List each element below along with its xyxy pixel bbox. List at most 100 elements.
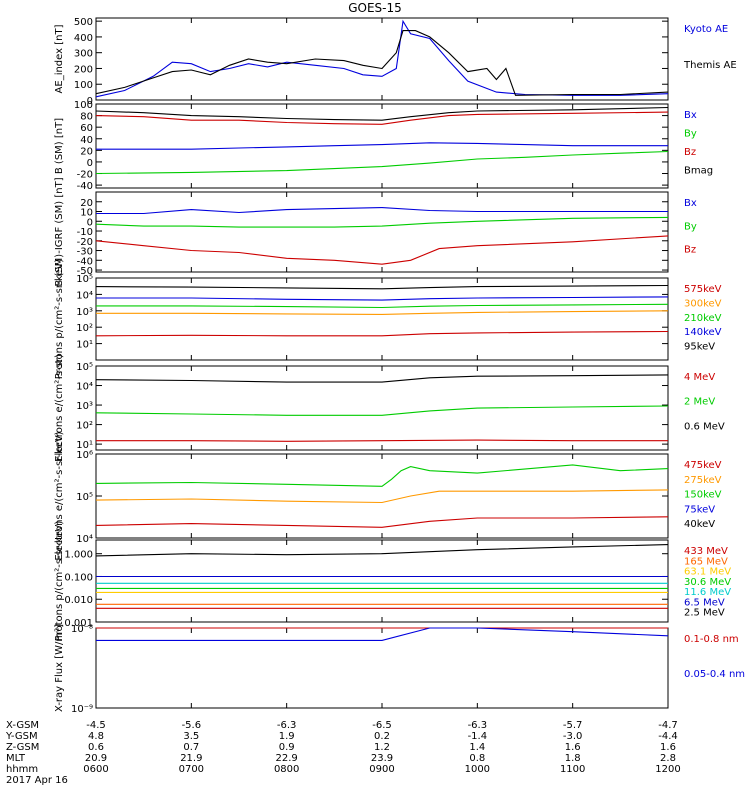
panel-5-series-0-line [95,516,669,528]
panel-4-ytick-label-1: 10² [76,421,93,432]
panel-4-legend-1: 2 MeV [684,397,715,408]
panel-0-ytick-label-2: 200 [74,64,93,75]
panel-3-legend-4: 95keV [684,342,715,353]
xaxis-cell-6-4: 1200 [655,764,680,775]
xaxis-cell-6-2: 1.6 [660,742,676,753]
xaxis-cell-1-0: -5.6 [182,720,202,731]
panel-5-ytick-label-0: 10⁴ [76,534,93,545]
panel-6-frame [95,539,669,623]
panel-7-legend-1: 0.05-0.4 nm [684,669,745,680]
xaxis-cell-4-3: 0.8 [469,753,485,764]
xaxis-cell-3-0: -6.5 [372,720,392,731]
xaxis-cell-2-3: 22.9 [276,753,298,764]
panel-3-ytick-label-2: 10³ [76,307,93,318]
panel-3-ytick-label-1: 10² [76,323,93,334]
xaxis-cell-3-4: 0900 [369,764,394,775]
panel-1-ytick-label-7: 100 [74,100,93,111]
panel-3-legend-1: 300keV [684,298,722,309]
panel-5-series-1-line [95,489,669,504]
xaxis-cell-0-3: 20.9 [85,753,107,764]
panel-0-series-0-line [95,19,669,98]
panel-1-ylabel: B (SM) [nT] [54,118,65,174]
panel-2-legend-2: Bz [684,245,696,256]
panel-2-ytick-label-5: 0 [87,217,93,228]
panel-5-ytick-label-2: 10⁶ [76,450,93,461]
panel-7-ytick-label-1: 10⁻⁸ [71,624,93,635]
panel-1-legend-0: Bx [684,110,697,121]
panel-1-ytick-label-0: -40 [77,181,93,192]
xaxis-cell-3-2: 1.2 [374,742,390,753]
panel-2-ytick-label-4: -10 [77,227,93,238]
panel-6-legend-0: 433 MeV [684,546,728,557]
panel-4-legend-0: 4 MeV [684,372,715,383]
panel-4-ytick-label-0: 10¹ [76,440,93,451]
panel-4-series-1-line [95,405,669,416]
panel-6-legend-6: 2.5 MeV [684,608,725,619]
panel-7-legend-0: 0.1-0.8 nm [684,634,739,645]
xaxis-cell-0-4: 0600 [83,764,108,775]
panel-3-series-0-line [95,330,669,337]
panel-6-legend-3: 30.6 MeV [684,577,731,588]
xaxis-cell-6-0: -4.7 [658,720,678,731]
date-label: 2017 Apr 16 [6,775,68,786]
panel-3-ytick-label-3: 10⁴ [76,290,93,301]
panel-5-legend-2: 150keV [684,490,722,501]
xaxis-cell-1-2: 0.7 [183,742,199,753]
xaxis-cell-5-3: 1.8 [565,753,581,764]
panel-6-ytick-label-2: 0.100 [64,572,93,583]
panel-1-series-0-line [96,142,668,150]
xaxis-cell-5-0: -5.7 [563,720,583,731]
xaxis-cell-1-1: 3.5 [183,731,199,742]
panel-2-ylabel: B (SM)-IGRF (SM) [nT] [54,177,65,286]
panel-3-series-4-line [95,284,669,290]
panel-1-legend-3: Bmag [684,166,713,177]
xaxis-cell-4-4: 1000 [465,764,490,775]
panel-5-series-2-line [95,464,669,487]
panel-3-series-2-line [96,303,669,309]
panel-0-ytick-label-4: 400 [74,33,93,44]
panel-1-ytick-label-1: -20 [77,170,93,181]
xaxis-cell-2-2: 0.9 [279,742,295,753]
panel-6-legend-2: 63.1 MeV [684,567,731,578]
panel-4-series-0-line [96,439,668,442]
xaxis-row-label-0: X-GSM [6,720,39,731]
xaxis-cell-6-3: 2.8 [660,753,676,764]
panel-3-legend-2: 210keV [684,313,722,324]
xaxis-row-label-3: MLT [6,753,26,764]
xaxis-cell-0-0: -4.5 [86,720,106,731]
xaxis-cell-5-2: 1.6 [565,742,581,753]
panel-2-legend-0: Bx [684,198,697,209]
xaxis-cell-0-2: 0.6 [88,742,104,753]
panel-3-ytick-label-0: 10¹ [76,340,93,351]
panel-5-ytick-label-1: 10⁵ [76,492,93,503]
panel-2-ytick-label-2: -30 [77,247,93,258]
panel-5-legend-1: 275keV [684,475,722,486]
panel-0-frame [95,17,669,101]
panel-2-ytick-label-1: -40 [77,256,93,267]
panel-3-ylabel: Protons p/(cm²-s-sr-keV) [54,259,65,380]
panel-6-legend-1: 165 MeV [684,556,728,567]
panel-5-ylabel: Electrons e/(cm²-s-sr-keV) [54,431,65,560]
panel-0-series-1-line [95,30,669,96]
panel-6-legend-4: 11.6 MeV [684,587,731,598]
panel-1-legend-2: Bz [684,147,696,158]
panel-0-ylabel: AE_index [nT] [54,24,65,93]
xaxis-cell-1-4: 0700 [179,764,204,775]
panel-2-series-2-line [95,235,669,265]
panel-0-legend-1: Themis AE [683,60,737,71]
panel-2-ytick-label-6: 10 [80,208,93,219]
panel-2-ytick-label-0: -50 [77,266,93,277]
panel-3-ytick-label-4: 10⁵ [76,274,93,285]
panel-6-ytick-label-1: 0.010 [64,595,93,606]
panel-1-ytick-label-3: 20 [80,146,93,157]
panel-6-ylabel: Protons p/(cm²-s-sr-keV) [54,521,65,642]
xaxis-cell-2-4: 0800 [274,764,299,775]
panel-4-legend-2: 0.6 MeV [684,421,725,432]
panel-2-frame [95,191,669,273]
panel-2-legend-1: By [684,221,697,232]
panel-1-series-1-line [95,150,669,175]
panel-1-series-3-line [95,106,669,121]
panel-7-series-1-line [96,627,669,641]
